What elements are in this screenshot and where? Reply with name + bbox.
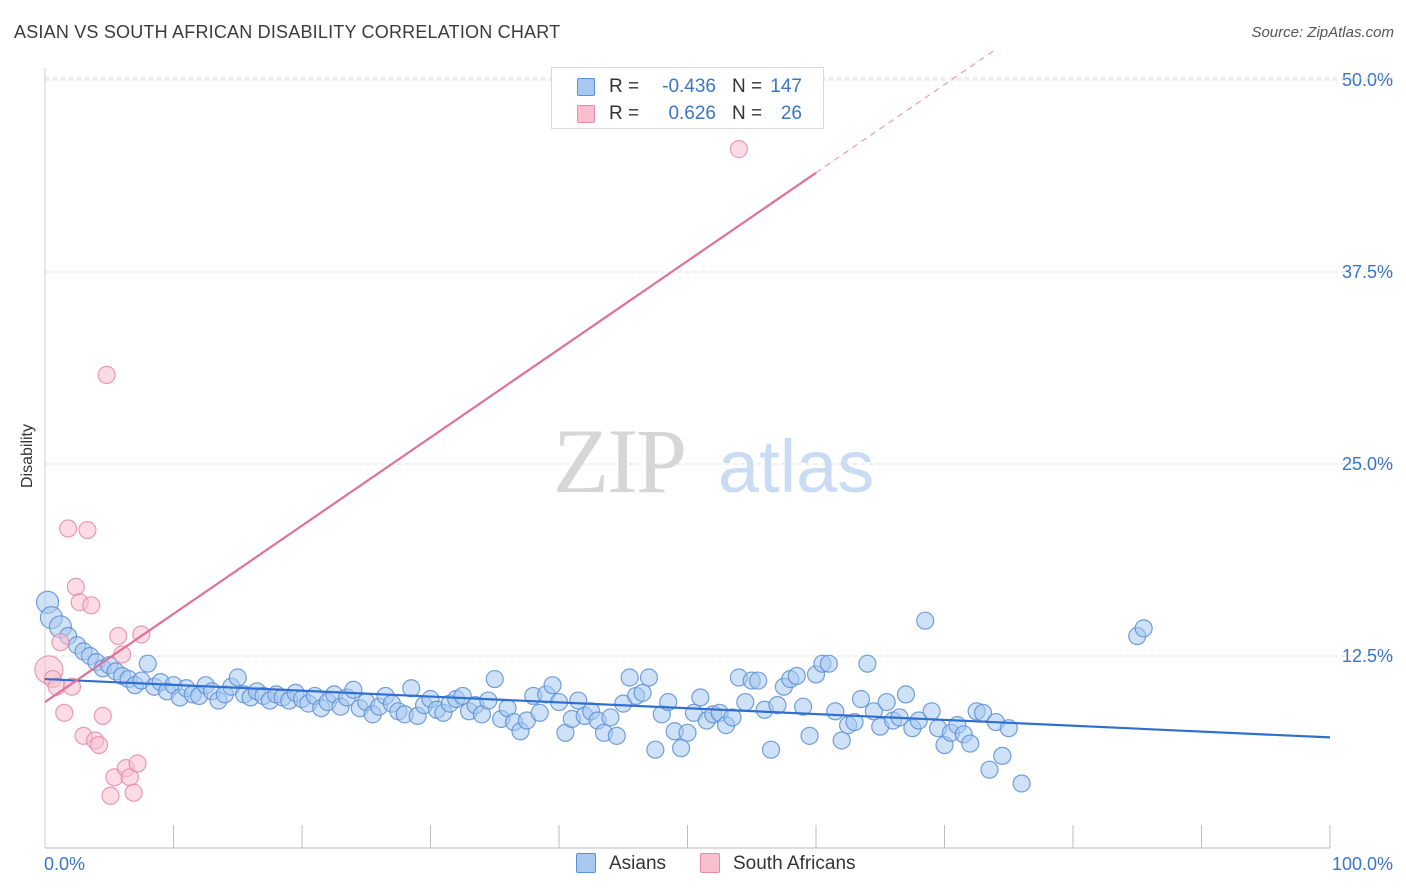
south-african-point <box>59 519 78 538</box>
n-label: N = <box>732 103 763 124</box>
asian-point <box>691 688 710 707</box>
south-african-point <box>55 703 74 722</box>
watermark-atlas: atlas <box>718 425 874 508</box>
asian-point <box>916 611 935 630</box>
legend-label-south-africans: South Africans <box>733 853 856 874</box>
asian-point <box>909 711 928 730</box>
legend-bottom: Asians South Africans <box>0 852 1406 878</box>
y-tick-label: 50.0% <box>1342 70 1393 90</box>
asian-point <box>922 702 941 721</box>
legend-row-asians: R = -0.436 N = 147 <box>552 73 823 101</box>
south-african-point <box>62 677 82 696</box>
n-label: N = <box>732 76 763 97</box>
asian-point <box>961 734 980 753</box>
asian-point <box>639 668 659 687</box>
asian-point <box>543 676 562 695</box>
x-tick-label: 100.0% <box>1332 854 1393 874</box>
asian-point <box>723 708 742 727</box>
r-value: 0.626 <box>668 103 716 124</box>
source-label: Source: ZipAtlas.com <box>1251 24 1394 41</box>
south-african-point <box>51 633 70 652</box>
watermark-zip: ZIP <box>553 410 685 512</box>
asians-legend-icon <box>576 853 596 873</box>
south-african-trend-extension <box>815 48 997 174</box>
asian-point <box>1012 774 1031 793</box>
r-label: R = <box>609 103 640 124</box>
asian-point <box>1134 619 1153 638</box>
asian-trend-line <box>44 677 1331 739</box>
south-african-point <box>729 140 749 159</box>
asian-point <box>768 696 787 715</box>
chart-title: ASIAN VS SOUTH AFRICAN DISABILITY CORREL… <box>14 22 561 42</box>
asian-point <box>980 760 999 779</box>
y-tick-label: 25.0% <box>1342 454 1393 474</box>
asian-point <box>569 691 588 710</box>
south-african-point <box>78 520 97 540</box>
asian-point <box>794 697 813 716</box>
asian-point <box>761 740 781 759</box>
asian-point <box>800 726 819 745</box>
asians-swatch-icon <box>577 78 595 96</box>
south-african-point <box>93 706 112 726</box>
south-african-point <box>128 754 147 773</box>
south-africans-swatch-icon <box>577 105 595 123</box>
asian-point <box>601 708 620 727</box>
asian-point <box>832 731 851 750</box>
asian-point <box>736 692 755 712</box>
asian-point <box>877 692 896 712</box>
south-african-point <box>109 626 128 646</box>
legend-top: R = -0.436 N = 147 R = 0.626 N = 26 <box>551 67 824 129</box>
asian-point <box>671 739 691 758</box>
south-africans-legend-icon <box>700 853 720 873</box>
asian-point <box>344 680 363 699</box>
asian-point <box>633 683 652 702</box>
asian-point <box>678 723 697 742</box>
asian-point <box>485 669 504 689</box>
y-tick-label: 37.5% <box>1342 262 1393 282</box>
asian-point <box>453 686 472 706</box>
asian-point <box>787 666 806 686</box>
south-african-point <box>82 596 101 615</box>
asian-point <box>607 726 626 745</box>
asian-point <box>858 654 877 673</box>
asian-point <box>749 671 768 690</box>
south-african-point <box>66 577 85 596</box>
n-value: 26 <box>780 103 802 124</box>
legend-label-asians: Asians <box>609 853 667 874</box>
south-african-trend-line <box>44 171 817 703</box>
asian-point <box>851 689 871 709</box>
r-value: -0.436 <box>662 76 716 97</box>
y-tick-label: 12.5% <box>1342 646 1393 666</box>
south-african-point <box>124 783 143 802</box>
south-african-point <box>101 786 120 805</box>
south-african-point <box>97 365 116 385</box>
asian-point <box>845 712 864 732</box>
asian-point <box>993 746 1012 765</box>
x-tick-label: 0.0% <box>44 854 85 874</box>
asian-point <box>819 654 838 673</box>
n-value: 147 <box>770 76 802 97</box>
south-african-point <box>89 735 109 755</box>
legend-row-south-africans: R = 0.626 N = 26 <box>552 100 823 128</box>
asian-point <box>646 740 665 759</box>
r-label: R = <box>609 76 640 97</box>
asian-point <box>530 703 549 722</box>
asian-point <box>896 685 916 704</box>
asian-point <box>620 668 639 687</box>
asian-point <box>402 679 421 698</box>
asian-point <box>138 654 157 673</box>
asian-point <box>826 702 845 721</box>
asian-point <box>228 668 247 687</box>
